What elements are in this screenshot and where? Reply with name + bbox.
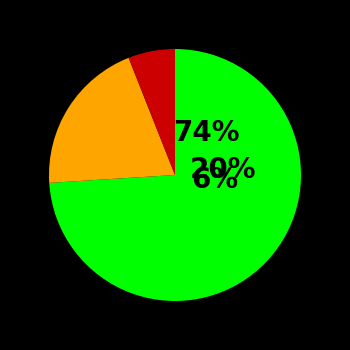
Text: 6%: 6%: [191, 166, 239, 194]
Text: 74%: 74%: [174, 119, 240, 147]
Wedge shape: [49, 49, 301, 301]
Wedge shape: [128, 49, 175, 175]
Text: 20%: 20%: [189, 156, 256, 184]
Wedge shape: [49, 58, 175, 183]
